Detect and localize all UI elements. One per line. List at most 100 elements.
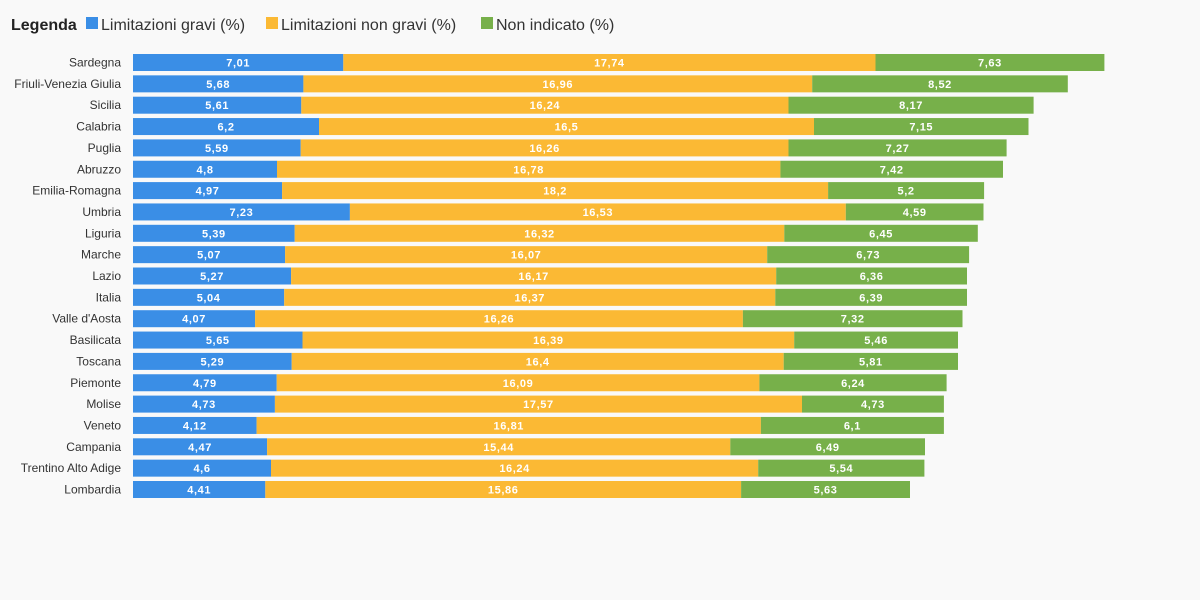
data-label: 5,65: [206, 335, 230, 347]
data-label: 5,29: [200, 356, 224, 368]
category-label: Toscana: [76, 354, 121, 368]
data-label: 8,52: [928, 79, 952, 91]
data-label: 16,5: [555, 122, 579, 134]
bar-segment-1: [133, 139, 301, 157]
bar-segment-1: [133, 288, 285, 306]
data-label: 5,2: [898, 186, 915, 198]
data-label: 15,44: [483, 442, 514, 454]
data-label: 16,07: [511, 250, 542, 262]
data-label: 4,07: [182, 314, 206, 326]
data-label: 5,59: [205, 143, 229, 155]
data-label: 4,6: [193, 463, 210, 475]
category-label: Abruzzo: [77, 162, 121, 176]
category-label: Piemonte: [70, 376, 121, 390]
category-label: Sardegna: [69, 56, 121, 70]
bar-segment-1: [133, 182, 283, 200]
data-label: 6,36: [860, 271, 884, 283]
bar-segment-1: [133, 331, 303, 349]
bar-segment-2: [294, 224, 785, 242]
data-label: 16,32: [524, 228, 555, 240]
bar-segment-2: [343, 54, 876, 71]
bar-segment-1: [133, 118, 319, 136]
data-label: 5,07: [197, 250, 221, 262]
data-label: 6,49: [816, 442, 840, 454]
bar-segment-3: [788, 139, 1007, 157]
category-label: Marche: [81, 248, 121, 262]
data-label: 7,42: [880, 164, 904, 176]
data-label: 5,68: [206, 79, 230, 91]
bar-segment-3: [758, 459, 925, 477]
bar-segment-3: [812, 75, 1068, 93]
category-label: Basilicata: [70, 333, 122, 347]
bar-segment-2: [271, 459, 759, 477]
bar-segment-2: [255, 310, 743, 328]
data-label: 5,81: [859, 356, 883, 368]
bar-segment-1: [133, 352, 292, 370]
bar-segment-1: [133, 267, 292, 285]
data-label: 16,4: [526, 356, 550, 368]
bar-segment-3: [759, 374, 947, 392]
bar-segment-2: [291, 352, 784, 370]
category-label: Friuli-Venezia Giulia: [14, 77, 121, 91]
data-label: 17,57: [523, 399, 554, 411]
bar-segment-1: [133, 416, 257, 434]
bar-segment-1: [133, 224, 295, 242]
bar-segment-1: [133, 310, 256, 328]
category-label: Liguria: [85, 226, 121, 240]
data-label: 16,17: [518, 271, 549, 283]
bar-segment-3: [784, 224, 978, 242]
legend-label-3: Non indicato (%): [496, 17, 614, 34]
category-label: Lombardia: [64, 483, 121, 497]
data-label: 4,47: [188, 442, 212, 454]
bar-segment-2: [277, 160, 781, 178]
category-labels: Sardegna Friuli-Venezia Giulia Sicilia Cala…: [14, 56, 121, 497]
data-label: 5,63: [814, 485, 838, 497]
bar-segment-3: [730, 438, 925, 456]
data-label: 4,41: [187, 485, 211, 497]
bar-segment-3: [794, 331, 958, 349]
bars: 7,01 17,74 7,63 5,68 16,96 8,52 5,61 16,24 8,17 6…: [133, 54, 1105, 498]
category-label: Umbria: [82, 205, 121, 219]
data-label: 5,61: [205, 100, 229, 112]
data-label: 7,63: [978, 58, 1002, 70]
bar-segment-1: [133, 246, 286, 264]
bar-segment-2: [302, 331, 795, 349]
data-label: 6,24: [841, 378, 865, 390]
legend-label-1: Limitazioni gravi (%): [101, 17, 245, 34]
bar-segment-3: [788, 96, 1034, 114]
bar-segment-1: [133, 203, 350, 221]
data-label: 5,46: [864, 335, 888, 347]
bar-segment-2: [276, 374, 760, 392]
data-label: 6,39: [859, 292, 883, 304]
bar-segment-3: [742, 310, 963, 328]
bar-segment-2: [284, 288, 776, 306]
data-label: 6,2: [217, 122, 234, 134]
category-label: Campania: [66, 440, 121, 454]
data-label: 18,2: [543, 186, 567, 198]
bar-segment-1: [133, 481, 266, 498]
data-label: 4,12: [183, 420, 207, 432]
data-label: 6,73: [856, 250, 880, 262]
data-label: 5,27: [200, 271, 224, 283]
category-label: Italia: [96, 290, 122, 304]
data-label: 16,53: [583, 207, 614, 219]
data-label: 15,86: [488, 485, 519, 497]
bar-segment-3: [776, 267, 967, 285]
legend-swatch-2: [266, 17, 278, 29]
data-label: 16,96: [543, 79, 574, 91]
bar-segment-3: [780, 160, 1003, 178]
bar-segment-1: [133, 374, 277, 392]
bar-segment-2: [301, 96, 789, 114]
category-label: Emilia-Romagna: [32, 184, 121, 198]
bar-segment-3: [783, 352, 958, 370]
data-label: 4,79: [193, 378, 217, 390]
bar-segment-2: [349, 203, 846, 221]
data-label: 16,09: [503, 378, 534, 390]
legend: Legenda Limitazioni gravi (%) Limitazioni…: [11, 17, 614, 34]
data-label: 7,27: [886, 143, 910, 155]
bar-segment-3: [845, 203, 984, 221]
category-label: Puglia: [88, 141, 122, 155]
bar-segment-3: [802, 395, 944, 413]
data-label: 4,73: [861, 399, 885, 411]
bar-segment-3: [741, 481, 910, 498]
